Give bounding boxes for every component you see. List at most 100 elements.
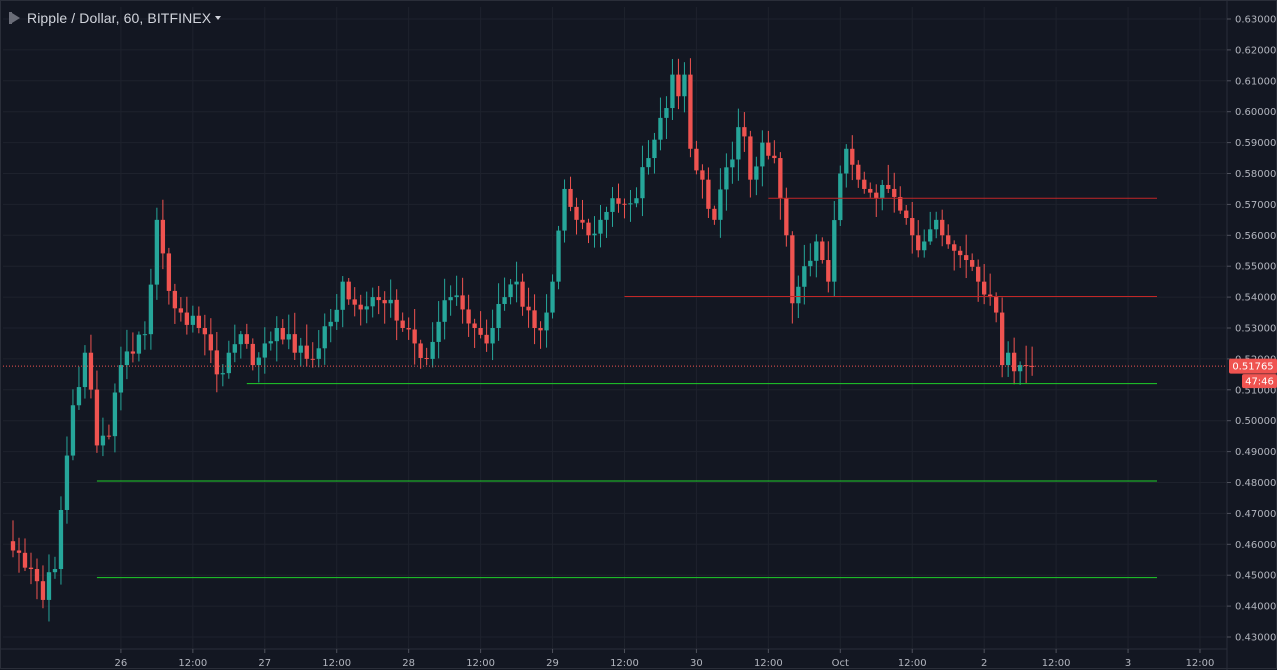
candle-body[interactable] [340,281,345,310]
candle-body[interactable] [652,139,657,159]
candle-body[interactable] [1017,365,1023,372]
candle-body[interactable] [310,358,315,360]
candle-body[interactable] [364,306,369,310]
candle-body[interactable] [778,158,783,199]
candle-body[interactable] [922,241,927,251]
candle-body[interactable] [130,351,136,354]
candle-body[interactable] [826,260,831,282]
candle-body[interactable] [94,389,100,446]
candle-body[interactable] [196,315,201,328]
candle-body[interactable] [538,328,543,331]
candle-body[interactable] [280,328,285,340]
candle-body[interactable] [256,357,261,366]
candle-body[interactable] [1005,352,1011,366]
candle-body[interactable] [82,352,88,388]
candle-body[interactable] [232,344,237,353]
candle-body[interactable] [850,148,855,165]
candle-body[interactable] [754,166,759,180]
candle-body[interactable] [802,266,807,287]
candle-body[interactable] [244,334,249,344]
candle-body[interactable] [766,142,771,156]
candle-body[interactable] [658,117,663,140]
candle-body[interactable] [172,290,178,309]
candle-body[interactable] [436,321,441,342]
candle-body[interactable] [496,303,501,328]
candle-body[interactable] [934,219,939,230]
candle-body[interactable] [952,244,957,251]
candle-body[interactable] [118,365,124,393]
candle-body[interactable] [70,405,76,456]
candle-body[interactable] [376,297,381,301]
candle-body[interactable] [274,328,279,342]
candle-body[interactable] [676,74,681,97]
candle-body[interactable] [478,328,483,335]
candle-body[interactable] [916,235,921,251]
candle-body[interactable] [730,159,735,168]
candle-body[interactable] [592,233,597,236]
candle-body[interactable] [976,266,981,282]
candle-body[interactable] [502,297,507,304]
candle-body[interactable] [928,229,933,242]
candle-body[interactable] [268,341,273,344]
candle-body[interactable] [964,255,969,261]
candle-body[interactable] [298,345,303,353]
candle-body[interactable] [52,569,58,573]
candle-body[interactable] [40,581,46,600]
candle-body[interactable] [838,173,843,221]
candle-body[interactable] [670,74,675,109]
symbol-title[interactable]: Ripple / Dollar, 60, BITFINEX [27,10,212,26]
candle-body[interactable] [904,210,909,219]
candle-body[interactable] [394,299,399,321]
candle-body[interactable] [796,286,801,304]
candle-body[interactable] [568,188,573,207]
candle-body[interactable] [814,241,819,261]
candle-body[interactable] [514,281,519,285]
candle-body[interactable] [760,142,765,167]
candle-body[interactable] [424,357,429,359]
candle-body[interactable] [640,167,645,199]
candle-body[interactable] [148,284,154,335]
candle-body[interactable] [472,323,477,328]
candle-body[interactable] [214,350,219,375]
candle-body[interactable] [604,211,609,220]
candle-body[interactable] [334,309,339,322]
candle-body[interactable] [874,192,879,199]
candle-body[interactable] [862,179,867,189]
candle-body[interactable] [688,74,693,149]
candle-body[interactable] [178,308,184,313]
candle-body[interactable] [832,220,837,282]
candle-body[interactable] [970,260,975,267]
candle-body[interactable] [610,198,615,212]
candle-body[interactable] [982,281,987,295]
candle-body[interactable] [520,281,525,307]
candle-body[interactable] [430,341,435,359]
candle-body[interactable] [736,127,741,160]
candle-body[interactable] [16,550,22,553]
candle-body[interactable] [154,219,160,285]
candle-body[interactable] [316,348,321,359]
candle-body[interactable] [1011,352,1017,372]
candle-body[interactable] [958,250,963,256]
candle-body[interactable] [202,328,207,335]
candle-body[interactable] [622,203,627,205]
candle-body[interactable] [580,219,585,223]
candle-body[interactable] [664,108,669,118]
candle-body[interactable] [226,352,231,374]
candle-body[interactable] [484,334,489,344]
candle-body[interactable] [886,184,891,189]
candle-body[interactable] [820,241,825,261]
candle-body[interactable] [508,284,513,298]
candle-body[interactable] [304,345,309,359]
candle-body[interactable] [556,230,561,282]
candle-body[interactable] [22,552,28,568]
candle-body[interactable] [58,509,64,570]
candle-body[interactable] [784,198,789,236]
candle-body[interactable] [634,198,639,204]
candle-body[interactable] [544,312,549,331]
candle-body[interactable] [994,297,999,313]
candle-body[interactable] [28,567,34,570]
candle-body[interactable] [748,136,753,180]
candle-body[interactable] [694,148,699,171]
candle-body[interactable] [184,312,190,325]
